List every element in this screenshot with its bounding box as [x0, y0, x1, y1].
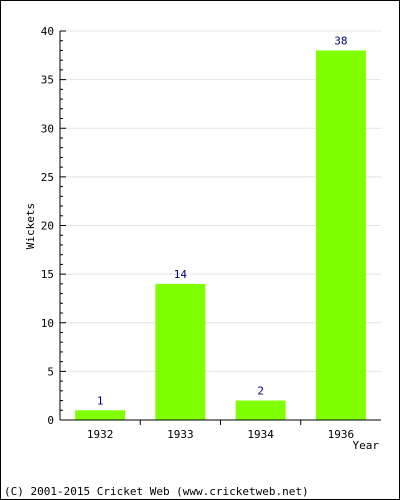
bar-1936: [315, 50, 366, 420]
copyright-footer: (C) 2001-2015 Cricket Web (www.cricketwe…: [4, 485, 309, 498]
y-axis-title: Wickets: [24, 203, 37, 249]
x-ticks: 1932 1933 1934 1936: [87, 420, 354, 441]
data-label-1933: 14: [174, 268, 188, 281]
y-tick-label-8: 40: [41, 25, 54, 38]
bar-1934: [235, 400, 286, 420]
x-tick-label-1934: 1934: [247, 428, 274, 441]
y-tick-label-5: 25: [41, 171, 54, 184]
y-tick-label-2: 10: [41, 317, 54, 330]
data-label-1932: 1: [97, 394, 104, 407]
y-tick-label-6: 30: [41, 122, 54, 135]
data-labels: 1 14 2 38: [97, 34, 348, 407]
y-tick-label-1: 5: [47, 365, 54, 378]
y-tick-label-7: 35: [41, 74, 54, 87]
data-label-1934: 2: [257, 385, 264, 398]
bar-1932: [75, 410, 126, 420]
y-tick-label-4: 20: [41, 220, 54, 233]
x-axis-title: Year: [353, 439, 380, 452]
bars: [75, 50, 366, 420]
x-tick-label-1933: 1933: [167, 428, 194, 441]
y-ticks: 0 5 10 15 20 25 30 35 40: [41, 25, 66, 427]
bar-1933: [155, 283, 206, 420]
x-tick-label-1936: 1936: [328, 428, 355, 441]
x-tick-label-1932: 1932: [87, 428, 114, 441]
y-tick-label-0: 0: [47, 414, 54, 427]
data-label-1936: 38: [334, 34, 347, 47]
y-tick-label-3: 15: [41, 268, 54, 281]
